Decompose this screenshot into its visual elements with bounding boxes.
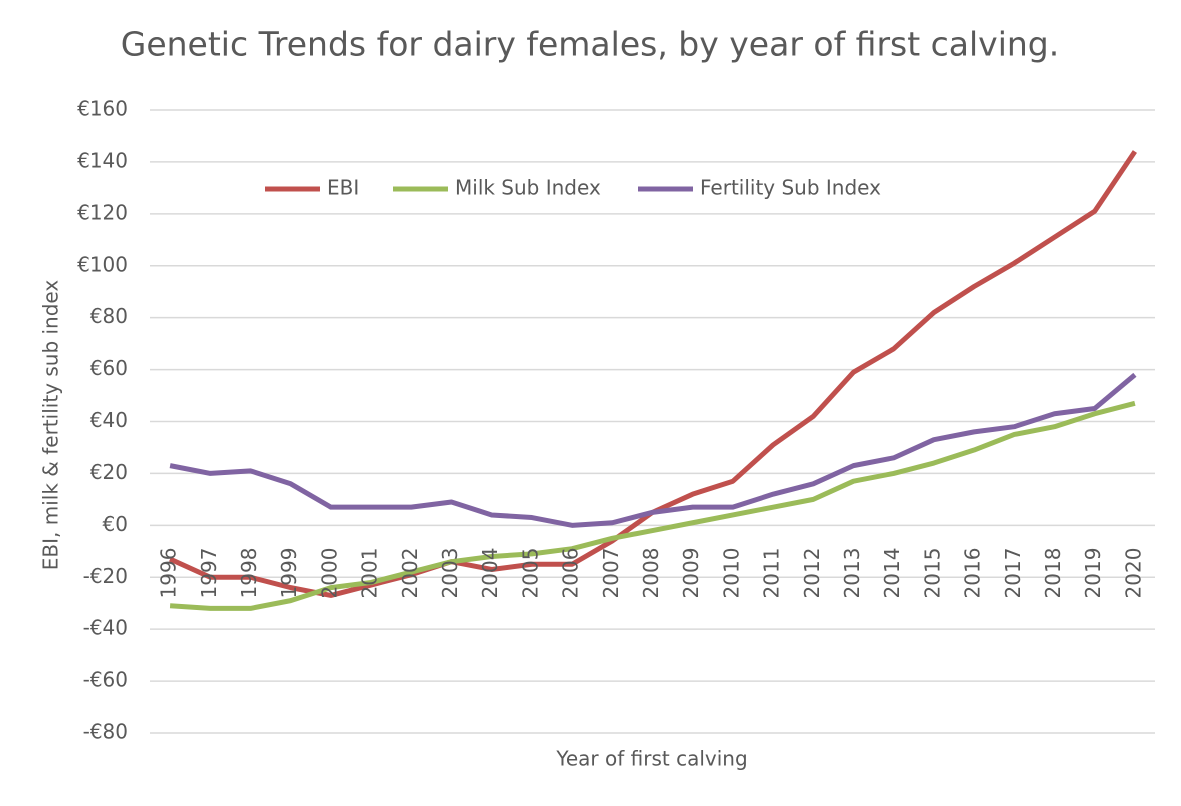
x-tick-label: 2007 bbox=[599, 548, 623, 599]
y-tick-label: €100 bbox=[77, 252, 128, 276]
x-tick-label: 2012 bbox=[800, 548, 824, 599]
x-tick-label: 2015 bbox=[920, 548, 944, 599]
legend-label: EBI bbox=[327, 176, 359, 200]
y-tick-label: -€40 bbox=[83, 616, 128, 640]
x-tick-label: 2005 bbox=[518, 548, 542, 599]
x-tick-label: 1996 bbox=[157, 548, 181, 599]
series-line bbox=[169, 400, 1136, 611]
x-tick-label: 2002 bbox=[398, 548, 422, 599]
y-tick-label: €140 bbox=[77, 148, 128, 172]
y-tick-label: -€60 bbox=[83, 668, 128, 692]
x-tick-label: 2020 bbox=[1121, 548, 1145, 599]
x-tick-label: 2010 bbox=[719, 548, 743, 599]
y-tick-label: €160 bbox=[77, 97, 128, 121]
x-tick-label: 2004 bbox=[478, 548, 502, 599]
y-tick-label: €60 bbox=[90, 356, 128, 380]
x-tick-label: 2000 bbox=[317, 548, 341, 599]
y-tick-label: €120 bbox=[77, 200, 128, 224]
x-tick-label: 2003 bbox=[438, 548, 462, 599]
y-tick-label: -€80 bbox=[83, 720, 128, 744]
legend-label: Milk Sub Index bbox=[455, 176, 601, 200]
y-tick-label: €80 bbox=[90, 304, 128, 328]
x-tick-label: 2017 bbox=[1001, 548, 1025, 599]
y-tick-label: €0 bbox=[103, 512, 128, 536]
x-tick-label: 1999 bbox=[277, 548, 301, 599]
x-tick-label: 1997 bbox=[197, 548, 221, 599]
x-tick-label: 2009 bbox=[679, 548, 703, 599]
series-line bbox=[169, 372, 1137, 528]
x-tick-label: 2016 bbox=[961, 548, 985, 599]
y-tick-label: €20 bbox=[90, 460, 128, 484]
y-tick-label: -€20 bbox=[83, 564, 128, 588]
x-tick-label: 2006 bbox=[559, 548, 583, 599]
y-axis-title: EBI, milk & fertility sub index bbox=[39, 280, 63, 571]
x-tick-label: 2014 bbox=[880, 548, 904, 599]
x-tick-label: 2019 bbox=[1081, 548, 1105, 599]
x-tick-label: 2011 bbox=[760, 548, 784, 599]
y-tick-label: €40 bbox=[90, 408, 128, 432]
chart-title: Genetic Trends for dairy females, by yea… bbox=[121, 25, 1060, 64]
x-tick-label: 2008 bbox=[639, 548, 663, 599]
x-tick-label: 2001 bbox=[358, 548, 382, 599]
x-tick-label: 2018 bbox=[1041, 548, 1065, 599]
legend-label: Fertility Sub Index bbox=[700, 176, 881, 200]
x-tick-label: 2013 bbox=[840, 548, 864, 599]
x-tick-label: 1998 bbox=[237, 548, 261, 599]
x-axis-title: Year of first calving bbox=[555, 747, 747, 771]
